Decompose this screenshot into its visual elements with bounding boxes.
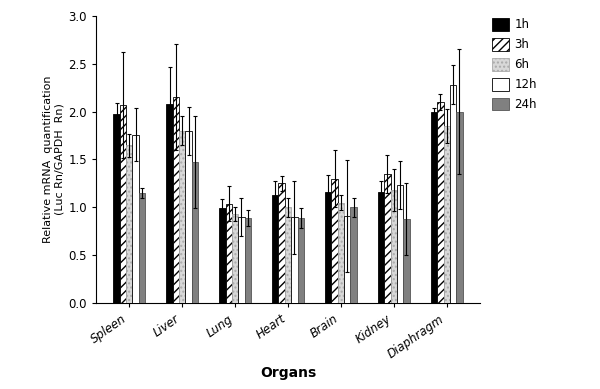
Bar: [272, 195, 278, 303]
Bar: [113, 114, 120, 303]
Bar: [133, 135, 139, 303]
Bar: [232, 214, 238, 303]
Bar: [350, 207, 357, 303]
Bar: [278, 184, 285, 303]
Bar: [173, 97, 179, 303]
Bar: [378, 192, 384, 303]
Bar: [139, 193, 145, 303]
Bar: [126, 145, 133, 303]
Bar: [179, 131, 185, 303]
X-axis label: Organs: Organs: [260, 366, 316, 380]
Legend: 1h, 3h, 6h, 12h, 24h: 1h, 3h, 6h, 12h, 24h: [490, 16, 539, 113]
Bar: [397, 186, 403, 303]
Bar: [325, 192, 331, 303]
Bar: [291, 217, 298, 303]
Bar: [219, 209, 226, 303]
Bar: [120, 105, 126, 303]
Bar: [245, 218, 251, 303]
Bar: [166, 104, 173, 303]
Bar: [192, 162, 198, 303]
Bar: [285, 207, 291, 303]
Bar: [238, 217, 245, 303]
Y-axis label: Relative mRNA  quantification
(Luc Rn/GAPDH  Rn): Relative mRNA quantification (Luc Rn/GAP…: [43, 76, 64, 243]
Bar: [338, 203, 344, 303]
Bar: [384, 174, 391, 303]
Bar: [431, 112, 437, 303]
Bar: [185, 131, 192, 303]
Bar: [391, 190, 397, 303]
Bar: [450, 85, 456, 303]
Bar: [331, 179, 338, 303]
Bar: [344, 216, 350, 303]
Bar: [298, 218, 304, 303]
Bar: [443, 126, 450, 303]
Bar: [456, 112, 463, 303]
Bar: [437, 102, 443, 303]
Bar: [403, 219, 410, 303]
Bar: [226, 203, 232, 303]
